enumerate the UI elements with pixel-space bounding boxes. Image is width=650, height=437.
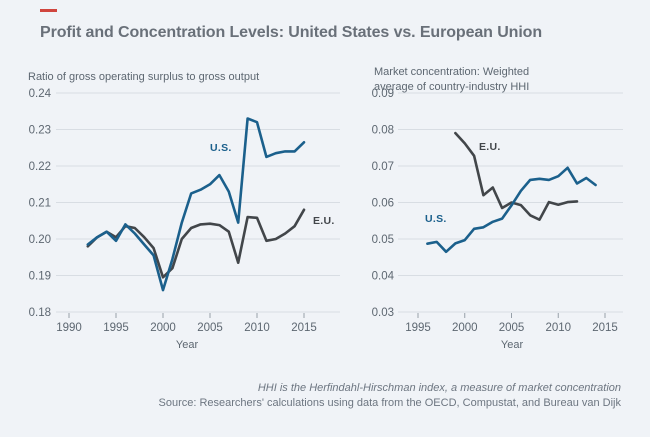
y-tick-label: 0.05 [372, 234, 394, 246]
y-tick-label: 0.07 [372, 161, 394, 173]
series-line-eu [454, 131, 579, 221]
x-tick-label: 2010 [244, 322, 270, 334]
y-tick-label: 0.09 [372, 88, 394, 100]
right-eu-series-label: E.U. [479, 141, 501, 153]
series-line-eu [86, 208, 306, 279]
page-title: Profit and Concentration Levels: United … [40, 24, 543, 41]
left-us-series-label: U.S. [210, 142, 232, 154]
accent-dash [40, 9, 57, 12]
x-tick-label: 1990 [56, 322, 82, 334]
right-chart-subtitle: Market concentration: Weighted average o… [374, 66, 530, 93]
y-tick-label: 0.22 [29, 161, 51, 173]
x-tick-label: 2010 [545, 322, 571, 334]
x-tick-label: 2005 [197, 322, 223, 334]
x-tick-label: 2015 [592, 322, 618, 334]
series-line-us [426, 166, 597, 254]
left-xaxis-title: Year [175, 339, 199, 351]
y-tick-label: 0.08 [372, 125, 394, 137]
right-xaxis-title: Year [500, 339, 524, 351]
x-tick-label: 1995 [103, 322, 129, 334]
x-tick-label: 2000 [452, 322, 478, 334]
left-eu-series-label: E.U. [313, 215, 335, 227]
footer-note: HHI is the Herfindahl-Hirschman index, a… [257, 382, 621, 394]
footer: HHI is the Herfindahl-Hirschman index, a… [61, 381, 622, 411]
series-line-us [86, 117, 306, 292]
y-tick-label: 0.24 [29, 88, 52, 100]
y-tick-label: 0.03 [372, 307, 394, 319]
x-tick-label: 2015 [291, 322, 317, 334]
x-tick-label: 2000 [150, 322, 176, 334]
x-tick-label: 1995 [405, 322, 431, 334]
left-chart-subtitle: Ratio of gross operating surplus to gros… [28, 71, 260, 83]
x-tick-label: 2005 [499, 322, 525, 334]
y-tick-label: 0.06 [372, 198, 394, 210]
y-tick-label: 0.20 [29, 234, 51, 246]
right-us-series-label: U.S. [425, 213, 447, 225]
y-tick-label: 0.23 [29, 125, 51, 137]
y-tick-label: 0.21 [29, 198, 51, 210]
footer-source: Source: Researchers' calculations using … [158, 397, 622, 409]
y-tick-label: 0.19 [29, 271, 51, 283]
y-tick-label: 0.18 [29, 307, 51, 319]
y-tick-label: 0.04 [372, 271, 395, 283]
